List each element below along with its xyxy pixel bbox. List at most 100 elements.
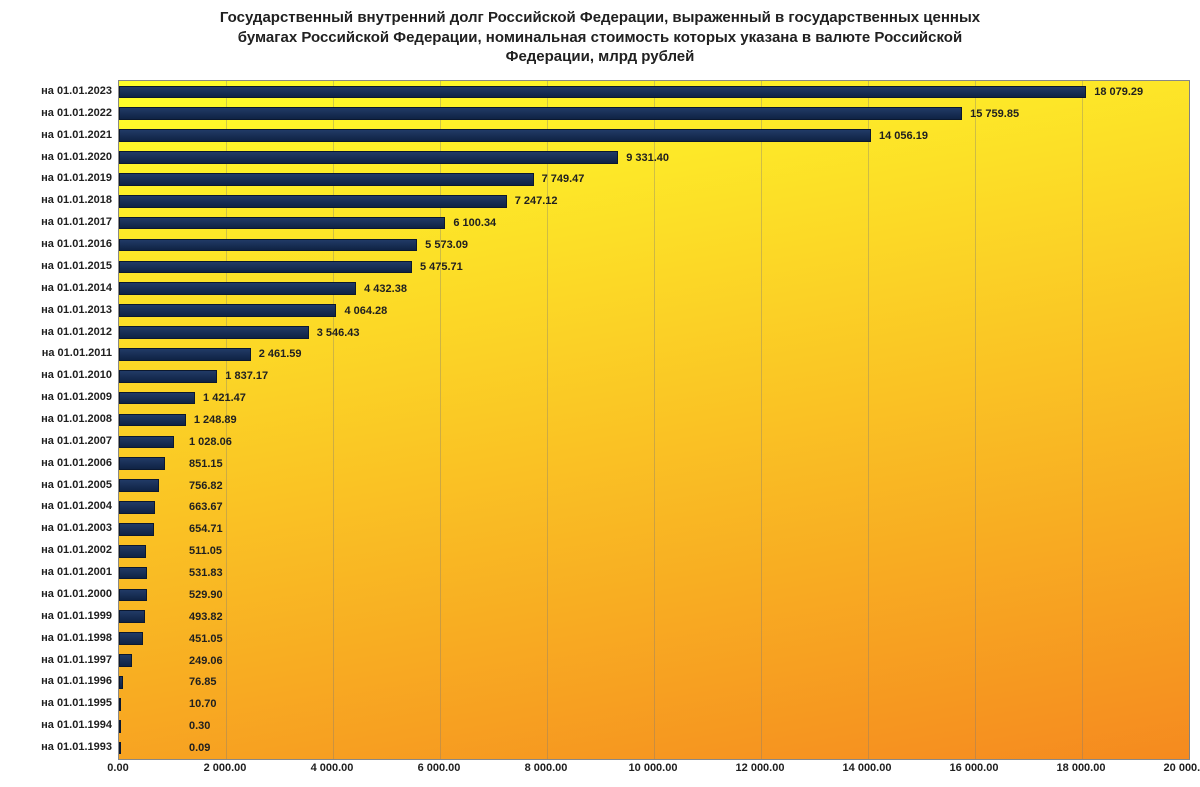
- bar-value-label: 1 028.06: [189, 436, 232, 448]
- bar-value-label: 18 079.29: [1094, 86, 1143, 98]
- bar: [119, 261, 412, 274]
- bar-value-label: 4 432.38: [364, 283, 407, 295]
- bar-value-label: 5 475.71: [420, 261, 463, 273]
- bar-value-label: 14 056.19: [879, 130, 928, 142]
- chart-container: Государственный внутренний долг Российск…: [0, 0, 1200, 787]
- y-category-label: на 01.01.1994: [41, 719, 112, 731]
- bar: [119, 654, 132, 667]
- y-category-label: на 01.01.2015: [41, 260, 112, 272]
- bar: [119, 742, 121, 755]
- y-category-label: на 01.01.1997: [41, 654, 112, 666]
- y-category-label: на 01.01.1995: [41, 697, 112, 709]
- bar: [119, 545, 146, 558]
- x-tick-label: 10 000.00: [629, 762, 678, 774]
- y-category-label: на 01.01.1998: [41, 632, 112, 644]
- bar-value-label: 451.05: [189, 633, 223, 645]
- bar-value-label: 851.15: [189, 458, 223, 470]
- bar: [119, 632, 143, 645]
- y-category-label: на 01.01.2022: [41, 107, 112, 119]
- bar: [119, 282, 356, 295]
- x-tick-label: 20 000.00: [1164, 762, 1200, 774]
- bar-value-label: 529.90: [189, 589, 223, 601]
- y-category-label: на 01.01.2004: [41, 500, 112, 512]
- y-category-label: на 01.01.2003: [41, 522, 112, 534]
- y-category-label: на 01.01.2010: [41, 369, 112, 381]
- bar: [119, 107, 962, 120]
- y-category-label: на 01.01.2008: [41, 413, 112, 425]
- bar: [119, 173, 534, 186]
- plot-area: 18 079.2915 759.8514 056.199 331.407 749…: [118, 80, 1190, 760]
- x-tick-label: 4 000.00: [311, 762, 354, 774]
- bar: [119, 676, 123, 689]
- bars-layer: 18 079.2915 759.8514 056.199 331.407 749…: [119, 81, 1189, 759]
- y-category-label: на 01.01.2017: [41, 216, 112, 228]
- bar-value-label: 10.70: [189, 698, 217, 710]
- x-tick-label: 14 000.00: [843, 762, 892, 774]
- bar-value-label: 0.30: [189, 720, 210, 732]
- bar-value-label: 7 247.12: [515, 195, 558, 207]
- bar-value-label: 5 573.09: [425, 239, 468, 251]
- bar-value-label: 249.06: [189, 655, 223, 667]
- y-category-label: на 01.01.2009: [41, 391, 112, 403]
- y-category-label: на 01.01.1999: [41, 610, 112, 622]
- chart-title-line: Государственный внутренний долг Российск…: [40, 8, 1160, 28]
- bar-value-label: 76.85: [189, 676, 217, 688]
- bar-value-label: 6 100.34: [453, 217, 496, 229]
- y-category-label: на 01.01.2019: [41, 172, 112, 184]
- gridline: [1189, 81, 1190, 759]
- y-category-label: на 01.01.2018: [41, 194, 112, 206]
- y-category-label: на 01.01.2013: [41, 304, 112, 316]
- bar-value-label: 493.82: [189, 611, 223, 623]
- chart-title-line: бумагах Российской Федерации, номинальна…: [40, 28, 1160, 48]
- bar-value-label: 756.82: [189, 480, 223, 492]
- bar-value-label: 1 248.89: [194, 414, 237, 426]
- bar: [119, 436, 174, 449]
- y-category-label: на 01.01.2023: [41, 85, 112, 97]
- y-category-label: на 01.01.2007: [41, 435, 112, 447]
- bar: [119, 217, 445, 230]
- x-tick-label: 0.00: [107, 762, 128, 774]
- y-category-label: на 01.01.2014: [41, 282, 112, 294]
- bar-value-label: 511.05: [189, 545, 222, 557]
- bar: [119, 392, 195, 405]
- chart-title: Государственный внутренний долг Российск…: [0, 0, 1200, 71]
- bar-value-label: 2 461.59: [259, 348, 302, 360]
- y-axis-labels: на 01.01.2023на 01.01.2022на 01.01.2021н…: [0, 80, 112, 758]
- bar-value-label: 0.09: [189, 742, 210, 754]
- x-tick-label: 12 000.00: [736, 762, 785, 774]
- bar-value-label: 3 546.43: [317, 327, 360, 339]
- x-tick-label: 18 000.00: [1057, 762, 1106, 774]
- bar: [119, 589, 147, 602]
- y-category-label: на 01.01.1993: [41, 741, 112, 753]
- bar: [119, 567, 147, 580]
- y-category-label: на 01.01.2011: [42, 347, 112, 359]
- bar: [119, 501, 155, 514]
- y-category-label: на 01.01.2001: [41, 566, 112, 578]
- chart-title-line: Федерации, млрд рублей: [40, 47, 1160, 67]
- y-category-label: на 01.01.2002: [41, 544, 112, 556]
- bar: [119, 720, 121, 733]
- bar: [119, 523, 154, 536]
- x-tick-label: 6 000.00: [418, 762, 461, 774]
- y-category-label: на 01.01.2020: [41, 151, 112, 163]
- bar: [119, 195, 507, 208]
- bar: [119, 239, 417, 252]
- y-category-label: на 01.01.2000: [41, 588, 112, 600]
- bar: [119, 370, 217, 383]
- y-category-label: на 01.01.1996: [41, 675, 112, 687]
- bar-value-label: 7 749.47: [542, 173, 585, 185]
- bar: [119, 151, 618, 164]
- bar-value-label: 531.83: [189, 567, 223, 579]
- bar-value-label: 1 837.17: [225, 370, 268, 382]
- bar: [119, 348, 251, 361]
- x-tick-label: 2 000.00: [204, 762, 247, 774]
- bar-value-label: 1 421.47: [203, 392, 246, 404]
- bar: [119, 326, 309, 339]
- bar: [119, 86, 1086, 99]
- x-axis-ticks: 0.002 000.004 000.006 000.008 000.0010 0…: [118, 762, 1188, 782]
- y-category-label: на 01.01.2012: [41, 326, 112, 338]
- x-tick-label: 16 000.00: [950, 762, 999, 774]
- x-tick-label: 8 000.00: [525, 762, 568, 774]
- bar: [119, 479, 159, 492]
- bar-value-label: 4 064.28: [344, 305, 387, 317]
